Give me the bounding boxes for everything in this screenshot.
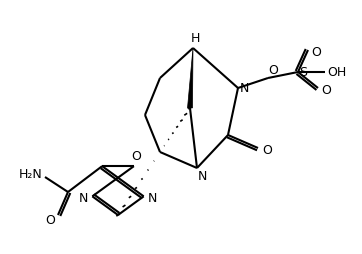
Text: N: N (148, 192, 157, 205)
Text: O: O (321, 84, 331, 97)
Polygon shape (188, 48, 193, 108)
Text: O: O (311, 45, 321, 58)
Text: N: N (197, 169, 207, 183)
Text: S: S (299, 67, 307, 80)
Text: N: N (79, 192, 88, 205)
Text: OH: OH (327, 67, 347, 80)
Text: O: O (45, 214, 55, 227)
Text: N: N (239, 83, 249, 96)
Text: O: O (131, 150, 141, 163)
Text: H: H (190, 31, 200, 44)
Text: O: O (262, 145, 272, 157)
Text: H₂N: H₂N (19, 168, 43, 182)
Text: O: O (268, 65, 278, 77)
